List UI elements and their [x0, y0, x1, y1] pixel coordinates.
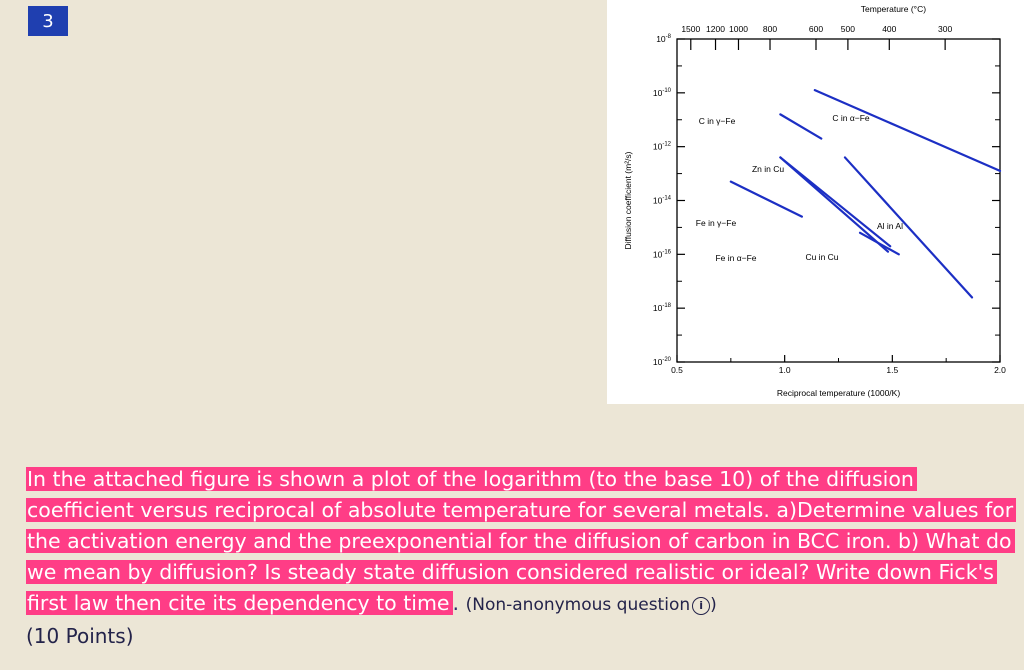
plot-frame [676, 38, 1001, 363]
series-label-1: C in α−Fe [832, 113, 870, 123]
x-tick-label: 0.5 [671, 365, 683, 375]
y-tick-label: 10-14 [653, 196, 672, 206]
question-meta-close: ) [710, 595, 717, 615]
top-tick-label: 1500 [681, 24, 700, 34]
top-tick-label: 1200 [706, 24, 725, 34]
top-tick-label: 500 [841, 24, 855, 34]
series-line-5 [779, 156, 890, 253]
question-number-badge: 3 [28, 6, 68, 36]
series-line-0 [779, 113, 823, 140]
x-tick-label: 2.0 [994, 365, 1006, 375]
y-tick-label: 10-10 [653, 88, 672, 98]
series-label-0: C in γ−Fe [699, 116, 736, 126]
series-label-2: Zn in Cu [752, 164, 784, 174]
top-tick-label: 300 [938, 24, 952, 34]
top-tick-label: 400 [882, 24, 896, 34]
x-axis-title: Reciprocal temperature (1000/K) [777, 388, 900, 398]
question-points: (10 Points) [26, 624, 134, 648]
series-line-1 [813, 89, 1002, 172]
question-text-block: In the attached figure is shown a plot o… [26, 464, 1017, 652]
question-meta: (Non-anonymous question i) [466, 595, 717, 615]
top-axis-title: Temperature (°C) [861, 4, 926, 14]
y-tick-label: 10-12 [653, 142, 672, 152]
series-label-3: Fe in γ−Fe [696, 218, 737, 228]
question-text-tail: . [452, 591, 460, 615]
info-circle-icon[interactable]: i [692, 597, 711, 615]
series-line-6 [843, 156, 974, 299]
y-axis-title: Diffusion coefficient (m²/s) [623, 151, 633, 249]
diffusion-chart-figure: 0.5 1.0 1.5 2.0 10-8 10-10 10-12 10-14 10-16 10-1… [607, 0, 1024, 404]
series-label-5: Cu in Cu [805, 252, 838, 262]
x-tick-label: 1.5 [886, 365, 898, 375]
series-line-3 [729, 180, 803, 218]
question-meta-label: (Non-anonymous question [465, 595, 691, 615]
y-tick-label: 10-16 [653, 249, 672, 259]
question-text: In the attached figure is shown a plot o… [26, 467, 1017, 615]
series-label-6: Al in Al [877, 221, 903, 231]
series-label-4: Fe in α−Fe [715, 253, 756, 263]
top-tick-label: 600 [809, 24, 823, 34]
x-tick-label: 1.0 [779, 365, 791, 375]
y-tick-label: 10-8 [656, 34, 671, 44]
y-tick-label: 10-18 [653, 303, 672, 313]
y-tick-label: 10-20 [653, 357, 672, 367]
top-tick-label: 1000 [729, 24, 748, 34]
diffusion-chart: 0.5 1.0 1.5 2.0 10-8 10-10 10-12 10-14 10-16 10-1… [623, 4, 1006, 398]
top-tick-label: 800 [763, 24, 777, 34]
